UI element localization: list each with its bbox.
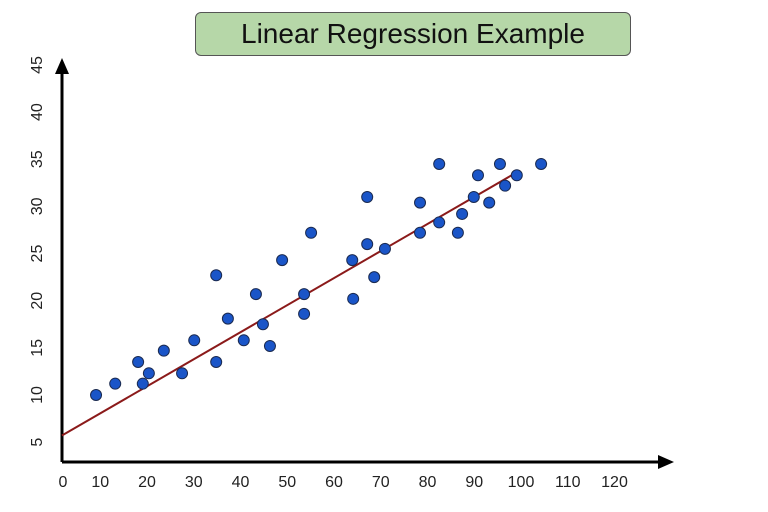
y-tick-label: 5	[29, 438, 46, 447]
data-point	[210, 269, 223, 282]
x-tick-label: 30	[185, 474, 203, 491]
data-point	[188, 334, 201, 347]
data-point	[142, 367, 155, 380]
x-tick-label: 100	[508, 474, 535, 491]
y-tick-label: 40	[29, 103, 46, 121]
x-tick-label: 70	[372, 474, 390, 491]
data-point	[136, 377, 149, 390]
data-point	[176, 367, 189, 380]
x-tick-label: 10	[91, 474, 109, 491]
chart-title: Linear Regression Example	[195, 12, 631, 56]
data-point	[132, 355, 145, 368]
y-tick-label: 10	[29, 386, 46, 404]
x-tick-label: 110	[555, 474, 581, 491]
x-axis-arrow-icon	[658, 455, 674, 469]
data-point	[493, 157, 506, 170]
data-point	[483, 196, 496, 209]
y-tick-label: 25	[29, 245, 46, 263]
data-point	[157, 344, 170, 357]
data-point	[298, 288, 311, 301]
data-point	[298, 307, 311, 320]
y-tick-label: 20	[29, 292, 46, 310]
data-point	[456, 207, 469, 220]
x-tick-label: 20	[138, 474, 156, 491]
data-point	[414, 196, 427, 209]
x-tick-label: 120	[601, 474, 628, 491]
data-point	[510, 169, 523, 182]
data-point	[256, 318, 269, 331]
data-point	[347, 292, 360, 305]
data-point	[90, 389, 103, 401]
data-point	[210, 355, 223, 368]
data-point	[535, 157, 548, 170]
data-point	[433, 157, 446, 170]
data-point	[414, 226, 427, 239]
data-point	[378, 242, 391, 255]
regression-line	[61, 174, 513, 437]
data-point	[361, 190, 374, 203]
data-point	[109, 377, 122, 390]
data-point	[361, 238, 374, 251]
data-point	[499, 179, 512, 192]
x-tick-label: 90	[465, 474, 483, 491]
x-tick-label: 0	[59, 474, 68, 491]
x-tick-label: 40	[232, 474, 250, 491]
data-point	[433, 216, 446, 229]
data-point	[237, 334, 250, 347]
data-point	[249, 288, 262, 301]
data-point	[276, 254, 289, 267]
data-point	[471, 169, 484, 182]
data-point	[305, 226, 318, 239]
y-tick-label: 15	[29, 339, 46, 357]
data-point	[346, 254, 359, 267]
data-point	[368, 271, 381, 284]
y-tick-label: 30	[29, 197, 46, 215]
x-tick-label: 80	[419, 474, 437, 491]
y-tick-label: 35	[29, 150, 46, 168]
y-tick-label: 45	[29, 56, 46, 74]
x-tick-label: 50	[278, 474, 296, 491]
x-tick-label: 60	[325, 474, 343, 491]
data-point	[467, 190, 480, 203]
data-point	[451, 226, 464, 239]
y-axis-arrow-icon	[55, 58, 69, 74]
data-point	[263, 339, 276, 352]
data-point	[221, 312, 234, 325]
